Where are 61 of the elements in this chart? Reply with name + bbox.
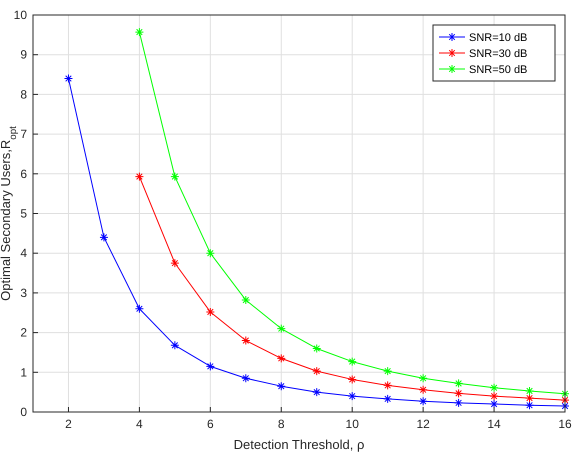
point	[312, 344, 322, 353]
point	[241, 374, 250, 383]
point	[276, 382, 286, 391]
point	[170, 172, 180, 182]
y-tick-label: 0	[20, 405, 28, 419]
x-tick-label: 12	[416, 417, 430, 431]
point	[206, 362, 215, 371]
x-tick-label: 2	[65, 417, 72, 431]
x-tick-label: 10	[346, 417, 360, 431]
point	[312, 366, 322, 376]
x-tick-label: 14	[487, 417, 502, 431]
y-tick-label: 5	[20, 206, 28, 220]
x-tick-label: 8	[278, 417, 285, 431]
point	[454, 378, 464, 388]
point	[490, 400, 499, 409]
point	[134, 304, 144, 314]
x-tick-label: 16	[558, 417, 572, 431]
point	[525, 400, 534, 410]
point	[383, 380, 392, 390]
point	[348, 392, 357, 401]
point	[490, 383, 499, 392]
point	[312, 388, 322, 397]
point	[170, 258, 180, 268]
y-tick-label: 8	[20, 87, 28, 102]
legend-label: SNR=30 dB	[469, 48, 528, 60]
point	[241, 296, 250, 305]
y-tick-label: 2	[20, 326, 28, 340]
point	[276, 354, 286, 363]
point	[99, 232, 108, 242]
y-tick-label: 9	[20, 48, 28, 62]
point	[383, 366, 392, 376]
point	[525, 394, 534, 403]
x-axis-title: Detection Threshold, ρ	[234, 437, 364, 452]
point	[525, 386, 534, 396]
y-tick-label: 7	[20, 127, 28, 142]
legend-label: SNR=10 dB	[469, 32, 528, 44]
point	[348, 374, 357, 384]
point	[206, 248, 215, 258]
x-tick-label: 6	[206, 417, 214, 431]
point	[418, 385, 428, 394]
point	[418, 396, 428, 406]
point	[276, 324, 286, 334]
point	[64, 74, 73, 84]
point	[383, 394, 392, 404]
point	[490, 392, 499, 401]
point	[206, 307, 215, 316]
point	[454, 388, 464, 398]
x-tick-label: 4	[136, 417, 144, 431]
y-tick-label: 4	[20, 246, 28, 260]
y-tick-label: 1	[20, 365, 28, 380]
point	[454, 398, 464, 408]
y-tick-label: 10	[14, 8, 28, 22]
point	[134, 28, 144, 37]
point	[241, 336, 250, 346]
point	[134, 172, 144, 182]
point	[170, 340, 180, 350]
point	[348, 357, 357, 366]
y-tick-label: 6	[20, 166, 28, 181]
y-tick-label: 3	[20, 286, 28, 300]
legend-label: SNR=50 dB	[469, 64, 528, 76]
point	[418, 374, 428, 383]
